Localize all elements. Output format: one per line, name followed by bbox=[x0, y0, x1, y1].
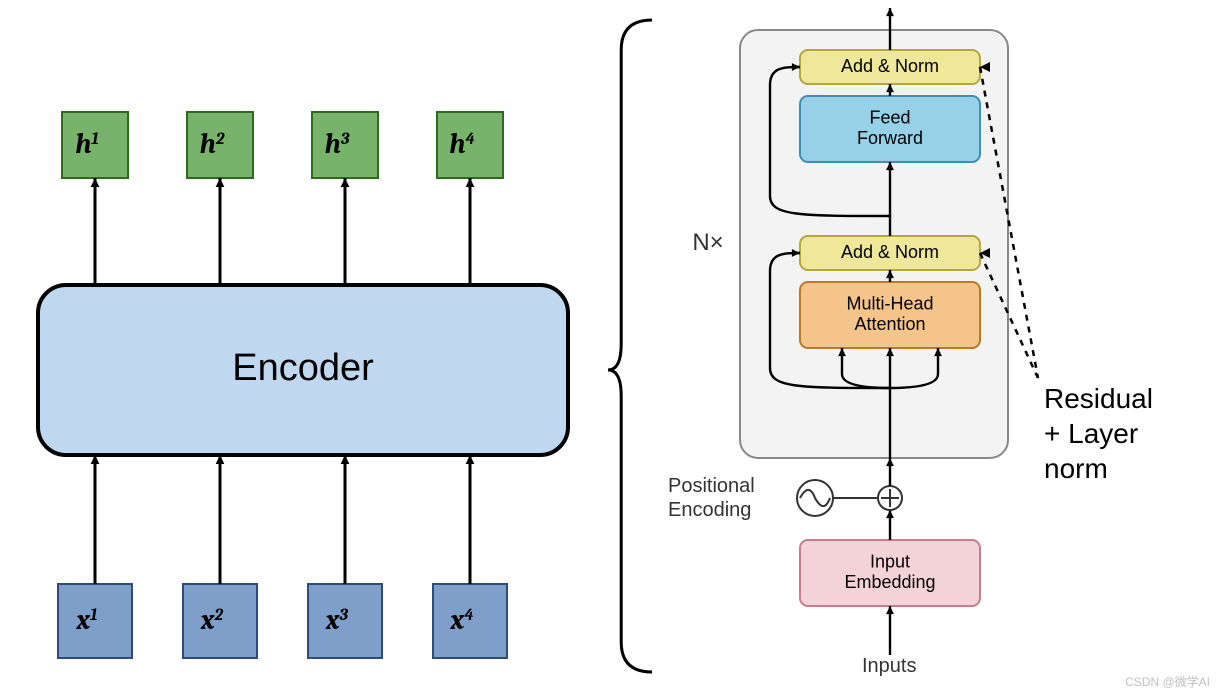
svg-text:Encoder: Encoder bbox=[232, 347, 374, 389]
positional-label: Positional bbox=[668, 475, 755, 497]
svg-text:Input: Input bbox=[870, 551, 910, 571]
svg-text:+ Layer: + Layer bbox=[1044, 418, 1138, 449]
watermark: CSDN @微学AI bbox=[1125, 674, 1210, 689]
svg-text:Embedding: Embedding bbox=[844, 572, 935, 592]
annotation-text: Residual bbox=[1044, 383, 1153, 414]
svg-text:Encoding: Encoding bbox=[668, 499, 751, 521]
svg-text:norm: norm bbox=[1044, 453, 1108, 484]
nx-label: N× bbox=[692, 229, 723, 256]
svg-text:Attention: Attention bbox=[854, 314, 925, 334]
curly-brace bbox=[608, 20, 652, 672]
svg-text:Forward: Forward bbox=[857, 128, 923, 148]
svg-text:Feed: Feed bbox=[869, 107, 910, 127]
inputs-label: Inputs bbox=[862, 655, 916, 677]
svg-text:Multi-Head: Multi-Head bbox=[846, 293, 933, 313]
svg-text:Add & Norm: Add & Norm bbox=[841, 56, 939, 76]
svg-text:Add & Norm: Add & Norm bbox=[841, 242, 939, 262]
